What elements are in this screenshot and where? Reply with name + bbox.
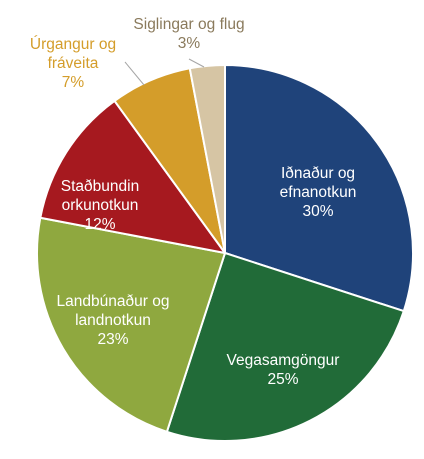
pie-category-label-3: orkunotkun (62, 197, 139, 214)
pie-category-label-0: efnanotkun (280, 184, 357, 201)
leader-line-5 (188, 58, 205, 68)
pie-slice-5 (188, 63, 226, 254)
pie-value-label-5: 3% (178, 35, 201, 52)
pie-label-4: Úrgangur og fráveita 7% (30, 36, 116, 91)
pie-value-label-3: 12% (84, 216, 115, 233)
pie-slice-3 (39, 99, 228, 255)
pie-category-label-2: Landbúnaður og (57, 293, 170, 310)
pie-slice-1 (165, 251, 406, 442)
pie-value-label-1: 25% (267, 371, 298, 388)
pie-labels: Iðnaður og efnanotkun 30% Vegasamgöngur 25% L… (30, 16, 356, 388)
pie-value-label-2: 23% (97, 331, 128, 348)
pie-category-label-0: Iðnaður og (281, 165, 355, 182)
pie-label-1: Vegasamgöngur 25% (227, 352, 340, 388)
pie-label-0: Iðnaður og efnanotkun 30% (280, 165, 357, 220)
pie-label-5: Siglingar og flug 3% (133, 16, 244, 52)
pie-value-label-0: 30% (302, 203, 333, 220)
pie-category-label-5: Siglingar og flug (133, 16, 244, 33)
leader-lines (124, 58, 205, 86)
pie-label-3: Staðbundin orkunotkun 12% (61, 178, 139, 233)
pie-slice-2 (36, 216, 227, 434)
pie-category-label-4: Úrgangur og (30, 36, 116, 53)
pie-label-2: Landbúnaður og landnotkun 23% (57, 293, 170, 348)
pie-category-label-3: Staðbundin (61, 178, 139, 195)
pie-slice-0 (224, 63, 414, 313)
pie-slices (36, 63, 414, 442)
pie-category-label-1: Vegasamgöngur (227, 352, 340, 369)
pie-value-label-4: 7% (62, 74, 85, 91)
leader-line-4 (124, 61, 145, 86)
pie-category-label-2: landnotkun (75, 312, 151, 329)
pie-category-label-4: fráveita (48, 55, 99, 72)
